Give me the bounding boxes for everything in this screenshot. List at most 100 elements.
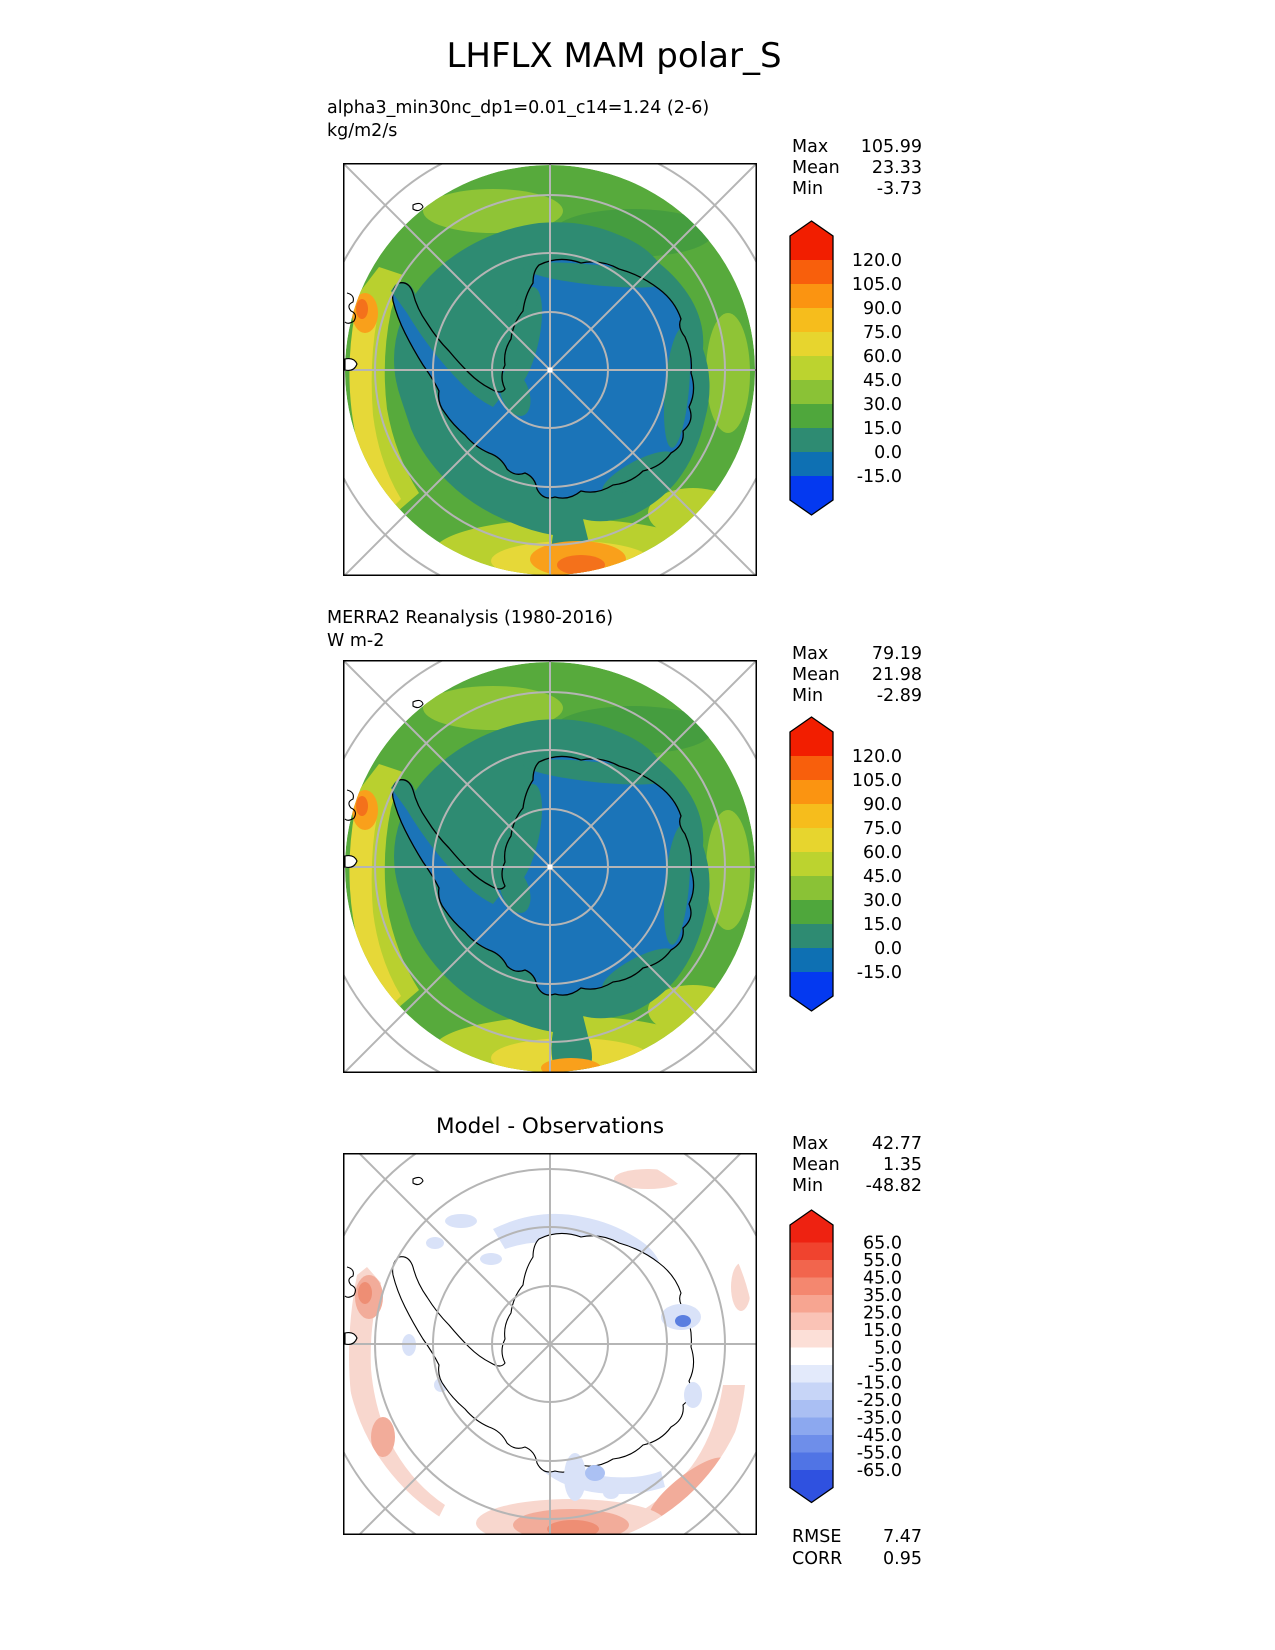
colorbar-band xyxy=(790,1225,833,1243)
model-stats: Max 105.99 Mean 23.33 Min -3.73 xyxy=(792,137,922,200)
diff-stats: Max 42.77 Mean 1.35 Min -48.82 xyxy=(792,1134,922,1197)
colorbar-band xyxy=(790,1347,833,1366)
colorbar-band xyxy=(790,284,833,309)
obs-hotspots xyxy=(541,1058,601,1072)
colorbar-outline xyxy=(789,716,834,1012)
colorbar-bottom-arrow xyxy=(790,996,833,1011)
colorbar-top-arrow xyxy=(790,717,833,732)
colorbar-band xyxy=(790,1277,833,1296)
stat-row: Max 105.99 xyxy=(792,137,922,157)
metric-row: RMSE 7.47 xyxy=(792,1527,922,1547)
colorbar-reanalysis: 120.0 105.0 90.0 75.0 60.0 45.0 30.0 15.0 0.0 -15… xyxy=(789,716,902,1012)
colorbar-band xyxy=(790,332,833,357)
colorbar-tick-label: 0.0 xyxy=(874,443,902,463)
colorbar-tick-label: 90.0 xyxy=(863,299,902,319)
colorbar-band xyxy=(790,1330,833,1348)
colorbar-tick-label: 120.0 xyxy=(852,747,902,767)
colorbar-tick-label: -5.0 xyxy=(868,1356,902,1376)
colorbar-tick-label: 65.0 xyxy=(863,1234,902,1254)
pole-marker xyxy=(547,864,553,870)
colorbar-band xyxy=(790,380,833,405)
colorbar-band xyxy=(790,804,833,829)
colorbar-band xyxy=(790,780,833,805)
model-units: kg/m2/s xyxy=(327,121,398,141)
colorbar-tick-label: 25.0 xyxy=(863,1304,902,1324)
map-difference xyxy=(343,1153,757,1535)
figure-title: LHFLX MAM polar_S xyxy=(446,36,782,76)
stat-row: Min -2.89 xyxy=(792,686,922,706)
stat-row: Min -3.73 xyxy=(792,179,922,199)
colorbar-tick-label: 120.0 xyxy=(852,251,902,271)
colorbar-tick-label: -55.0 xyxy=(857,1444,902,1464)
colorbar-tick-label: 90.0 xyxy=(863,795,902,815)
colorbar-band xyxy=(790,404,833,429)
colorbar-top-arrow xyxy=(790,221,833,236)
colorbar-tick-label: 15.0 xyxy=(863,419,902,439)
colorbar-band xyxy=(790,924,833,949)
obs-stats: Max 79.19 Mean 21.98 Min -2.89 xyxy=(792,644,922,707)
colorbar-band xyxy=(790,356,833,381)
pole-marker xyxy=(547,367,553,373)
colorbar-band xyxy=(790,1242,833,1261)
colorbar-tick-label: 45.0 xyxy=(863,1269,902,1289)
colorbar-tick-label: 75.0 xyxy=(863,819,902,839)
map-model xyxy=(343,163,757,576)
map-frame xyxy=(343,660,757,1073)
stat-row: Mean 21.98 xyxy=(792,665,922,685)
colorbar-band xyxy=(790,1382,833,1401)
colorbar-band xyxy=(790,1417,833,1436)
colorbar-tick-label: 45.0 xyxy=(863,867,902,887)
colorbar-band xyxy=(790,1435,833,1453)
colorbar-outline xyxy=(789,220,834,516)
colorbar-band xyxy=(790,876,833,901)
colorbar-tick-label: 105.0 xyxy=(852,275,902,295)
colorbar-band xyxy=(790,948,833,973)
map-reanalysis xyxy=(343,660,757,1073)
colorbar-bottom-arrow xyxy=(790,500,833,515)
stat-row: Mean 1.35 xyxy=(792,1155,922,1175)
colorbar-band xyxy=(790,732,833,757)
colorbar-tick-label: 35.0 xyxy=(863,1286,902,1306)
colorbar-band xyxy=(790,1312,833,1331)
colorbar-model: 120.0 105.0 90.0 75.0 60.0 45.0 30.0 15.0 0.0 -15… xyxy=(789,220,902,516)
diff-metrics: RMSE 7.47 CORR 0.95 xyxy=(792,1526,922,1570)
colorbar-tick-label: 15.0 xyxy=(863,915,902,935)
obs-subtitle: MERRA2 Reanalysis (1980-2016) xyxy=(327,608,614,628)
colorbar-tick-label: -25.0 xyxy=(857,1391,902,1411)
metric-row: CORR 0.95 xyxy=(792,1549,922,1569)
colorbar-band xyxy=(790,428,833,453)
colorbar-tick-label: 15.0 xyxy=(863,1321,902,1341)
colorbar-tick-label: 75.0 xyxy=(863,323,902,343)
colorbar-tick-label: 0.0 xyxy=(874,939,902,959)
stat-row: Max 79.19 xyxy=(792,644,922,664)
colorbar-tick-label: 105.0 xyxy=(852,771,902,791)
colorbar-band xyxy=(790,1400,833,1418)
colorbar-band xyxy=(790,900,833,925)
colorbar-band xyxy=(790,452,833,477)
colorbar-tick-label: -45.0 xyxy=(857,1426,902,1446)
colorbar-outline xyxy=(789,1209,834,1504)
colorbar-band xyxy=(790,972,833,997)
colorbar-tick-label: -15.0 xyxy=(857,1374,902,1394)
colorbar-band xyxy=(790,852,833,877)
colorbar-tick-label: -35.0 xyxy=(857,1409,902,1429)
colorbar-difference: 65.055.045.035.025.015.05.0-5.0-15.0-25.… xyxy=(789,1209,902,1504)
colorbar-tick-label: -65.0 xyxy=(857,1461,902,1481)
colorbar-band xyxy=(790,756,833,781)
stat-row: Min -48.82 xyxy=(792,1176,922,1196)
colorbar-tick-label: 30.0 xyxy=(863,891,902,911)
obs-units: W m-2 xyxy=(327,631,385,651)
colorbar-tick-label: 55.0 xyxy=(863,1251,902,1271)
model-hotspots xyxy=(530,541,626,575)
colorbar-tick-label: 60.0 xyxy=(863,843,902,863)
colorbar-band xyxy=(790,236,833,261)
colorbar-band xyxy=(790,1260,833,1278)
colorbar-tick-label: 30.0 xyxy=(863,395,902,415)
colorbar-band xyxy=(790,1470,833,1488)
colorbar-tick-label: 5.0 xyxy=(874,1339,902,1359)
model-subtitle: alpha3_min30nc_dp1=0.01_c14=1.24 (2-6) xyxy=(327,98,710,118)
colorbar-band xyxy=(790,308,833,333)
stat-row: Mean 23.33 xyxy=(792,158,922,178)
colorbar-band xyxy=(790,476,833,501)
colorbar-band xyxy=(790,1365,833,1383)
